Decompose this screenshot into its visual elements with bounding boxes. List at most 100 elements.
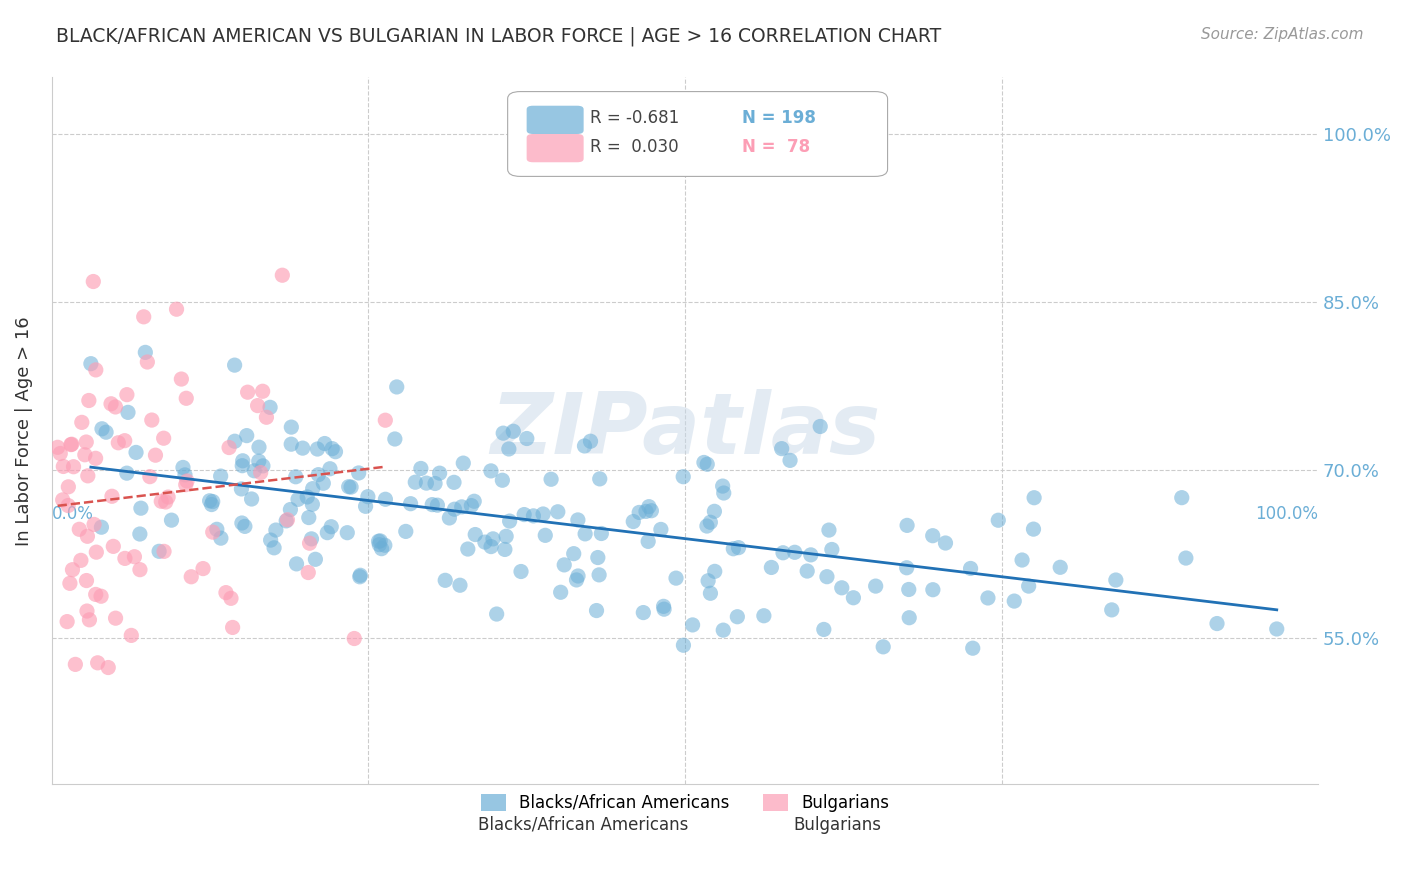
Blacks/African Americans <box>713 486 735 500</box>
Blacks/African Americans <box>872 640 894 654</box>
Bulgarians <box>52 492 75 507</box>
Blacks/African Americans <box>796 564 818 578</box>
Bulgarians <box>75 435 97 450</box>
Blacks/African Americans <box>232 454 254 468</box>
Bulgarians <box>254 410 277 425</box>
Bulgarians <box>104 400 127 414</box>
Blacks/African Americans <box>650 523 672 537</box>
Blacks/African Americans <box>727 541 749 555</box>
Blacks/African Americans <box>752 608 775 623</box>
Bulgarians <box>201 525 224 540</box>
Bulgarians <box>76 468 98 483</box>
Text: Blacks/African Americans: Blacks/African Americans <box>478 816 689 834</box>
Blacks/African Americans <box>285 557 308 571</box>
Blacks/African Americans <box>962 641 984 656</box>
Blacks/African Americans <box>125 445 148 459</box>
Blacks/African Americans <box>711 479 734 493</box>
Bulgarians <box>297 566 319 580</box>
Blacks/African Americans <box>696 519 718 533</box>
Blacks/African Americans <box>349 568 371 582</box>
Blacks/African Americans <box>247 454 270 468</box>
Bulgarians <box>145 448 167 462</box>
Blacks/African Americans <box>450 500 472 514</box>
Blacks/African Americans <box>1105 573 1128 587</box>
Blacks/African Americans <box>591 526 613 541</box>
Blacks/African Americans <box>1206 616 1229 631</box>
Bulgarians <box>56 499 79 513</box>
Y-axis label: In Labor Force | Age > 16: In Labor Force | Age > 16 <box>15 316 32 546</box>
Bulgarians <box>153 544 176 558</box>
Blacks/African Americans <box>297 490 319 504</box>
Bulgarians <box>77 393 100 408</box>
Blacks/African Americans <box>434 574 457 588</box>
Blacks/African Americans <box>567 513 589 527</box>
Blacks/African Americans <box>652 599 675 614</box>
Blacks/African Americans <box>522 508 544 523</box>
Blacks/African Americans <box>672 469 695 483</box>
Blacks/African Americans <box>259 533 281 547</box>
Blacks/African Americans <box>231 482 253 496</box>
Blacks/African Americans <box>959 561 981 575</box>
Blacks/African Americans <box>301 482 323 496</box>
Blacks/African Americans <box>474 535 496 549</box>
Blacks/African Americans <box>800 548 823 562</box>
Bulgarians <box>76 529 98 543</box>
Blacks/African Americans <box>492 426 515 441</box>
Bulgarians <box>62 563 84 577</box>
Blacks/African Americans <box>1024 491 1046 505</box>
Blacks/African Americans <box>314 436 336 450</box>
Bulgarians <box>49 446 72 460</box>
Blacks/African Americans <box>808 419 831 434</box>
Blacks/African Americans <box>585 603 607 617</box>
Bulgarians <box>65 657 87 672</box>
Blacks/African Americans <box>280 502 302 516</box>
Bulgarians <box>84 587 107 601</box>
Legend: Blacks/African Americans, Bulgarians: Blacks/African Americans, Bulgarians <box>474 787 896 818</box>
Bulgarians <box>174 477 197 491</box>
Blacks/African Americans <box>200 498 222 512</box>
Bulgarians <box>219 591 242 606</box>
Blacks/African Americans <box>1171 491 1194 505</box>
Blacks/African Americans <box>516 432 538 446</box>
Bulgarians <box>114 434 136 448</box>
Blacks/African Americans <box>921 582 943 597</box>
Blacks/African Americans <box>423 476 446 491</box>
Blacks/African Americans <box>897 582 920 597</box>
Blacks/African Americans <box>977 591 1000 605</box>
Blacks/African Americans <box>813 623 835 637</box>
Bulgarians <box>115 387 138 401</box>
Bulgarians <box>174 392 197 406</box>
Blacks/African Americans <box>640 504 662 518</box>
Bulgarians <box>170 372 193 386</box>
Blacks/African Americans <box>209 531 232 545</box>
Bulgarians <box>246 399 269 413</box>
Blacks/African Americans <box>589 472 612 486</box>
Blacks/African Americans <box>574 439 596 453</box>
Bulgarians <box>191 561 214 575</box>
Text: Bulgarians: Bulgarians <box>793 816 882 834</box>
Bulgarians <box>59 437 82 451</box>
Blacks/African Americans <box>621 515 644 529</box>
Bulgarians <box>79 613 101 627</box>
Bulgarians <box>249 466 271 480</box>
Blacks/African Americans <box>696 457 718 471</box>
Blacks/African Americans <box>463 494 485 508</box>
Bulgarians <box>52 459 75 474</box>
Blacks/African Americans <box>1002 594 1025 608</box>
Blacks/African Americans <box>479 464 502 478</box>
Bulgarians <box>67 522 90 536</box>
Bulgarians <box>56 615 79 629</box>
Blacks/African Americans <box>579 434 602 449</box>
Blacks/African Americans <box>368 538 391 552</box>
Text: R = -0.681: R = -0.681 <box>591 110 679 128</box>
Bulgarians <box>103 540 125 554</box>
Blacks/African Americans <box>498 514 520 528</box>
Blacks/African Americans <box>1049 560 1071 574</box>
Blacks/African Americans <box>628 505 651 519</box>
Blacks/African Americans <box>235 428 257 442</box>
Blacks/African Americans <box>865 579 887 593</box>
Bulgarians <box>374 413 396 427</box>
Bulgarians <box>101 489 124 503</box>
Blacks/African Americans <box>80 357 103 371</box>
Bulgarians <box>84 363 107 377</box>
